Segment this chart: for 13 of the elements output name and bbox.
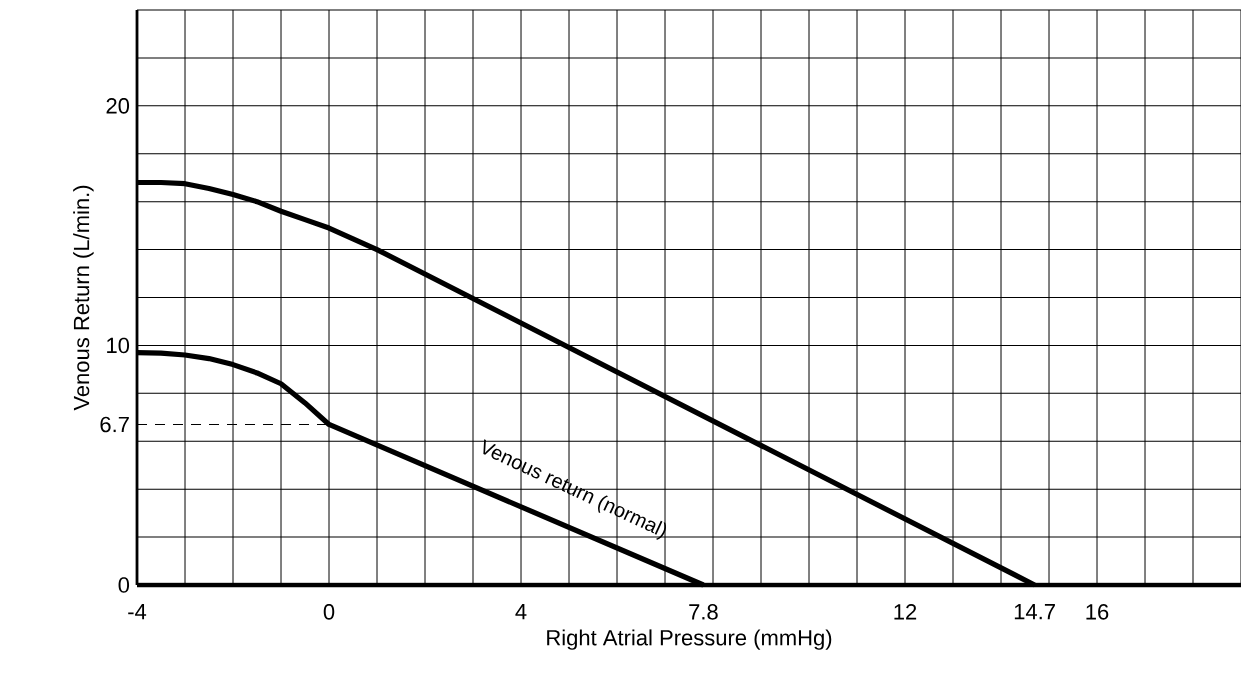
x-axis-title: Right Atrial Pressure (mmHg): [547, 629, 832, 650]
x-tick-label: 7.8: [689, 604, 718, 620]
y-tick-label: 20: [106, 98, 130, 114]
y-tick-label: 6.7: [100, 416, 129, 433]
y-axis-title: Venous Return (L/min.): [73, 185, 94, 411]
x-tick-label: 12: [894, 604, 917, 620]
x-tick-label: 14.7: [1014, 604, 1055, 620]
x-tick-label: 4: [515, 604, 527, 620]
x-tick-label: 0: [323, 604, 335, 620]
x-tick-label: -4: [128, 604, 147, 620]
x-tick-label: 16: [1086, 604, 1109, 620]
y-tick-label: 0: [118, 577, 130, 593]
y-tick-label: 10: [107, 337, 130, 354]
